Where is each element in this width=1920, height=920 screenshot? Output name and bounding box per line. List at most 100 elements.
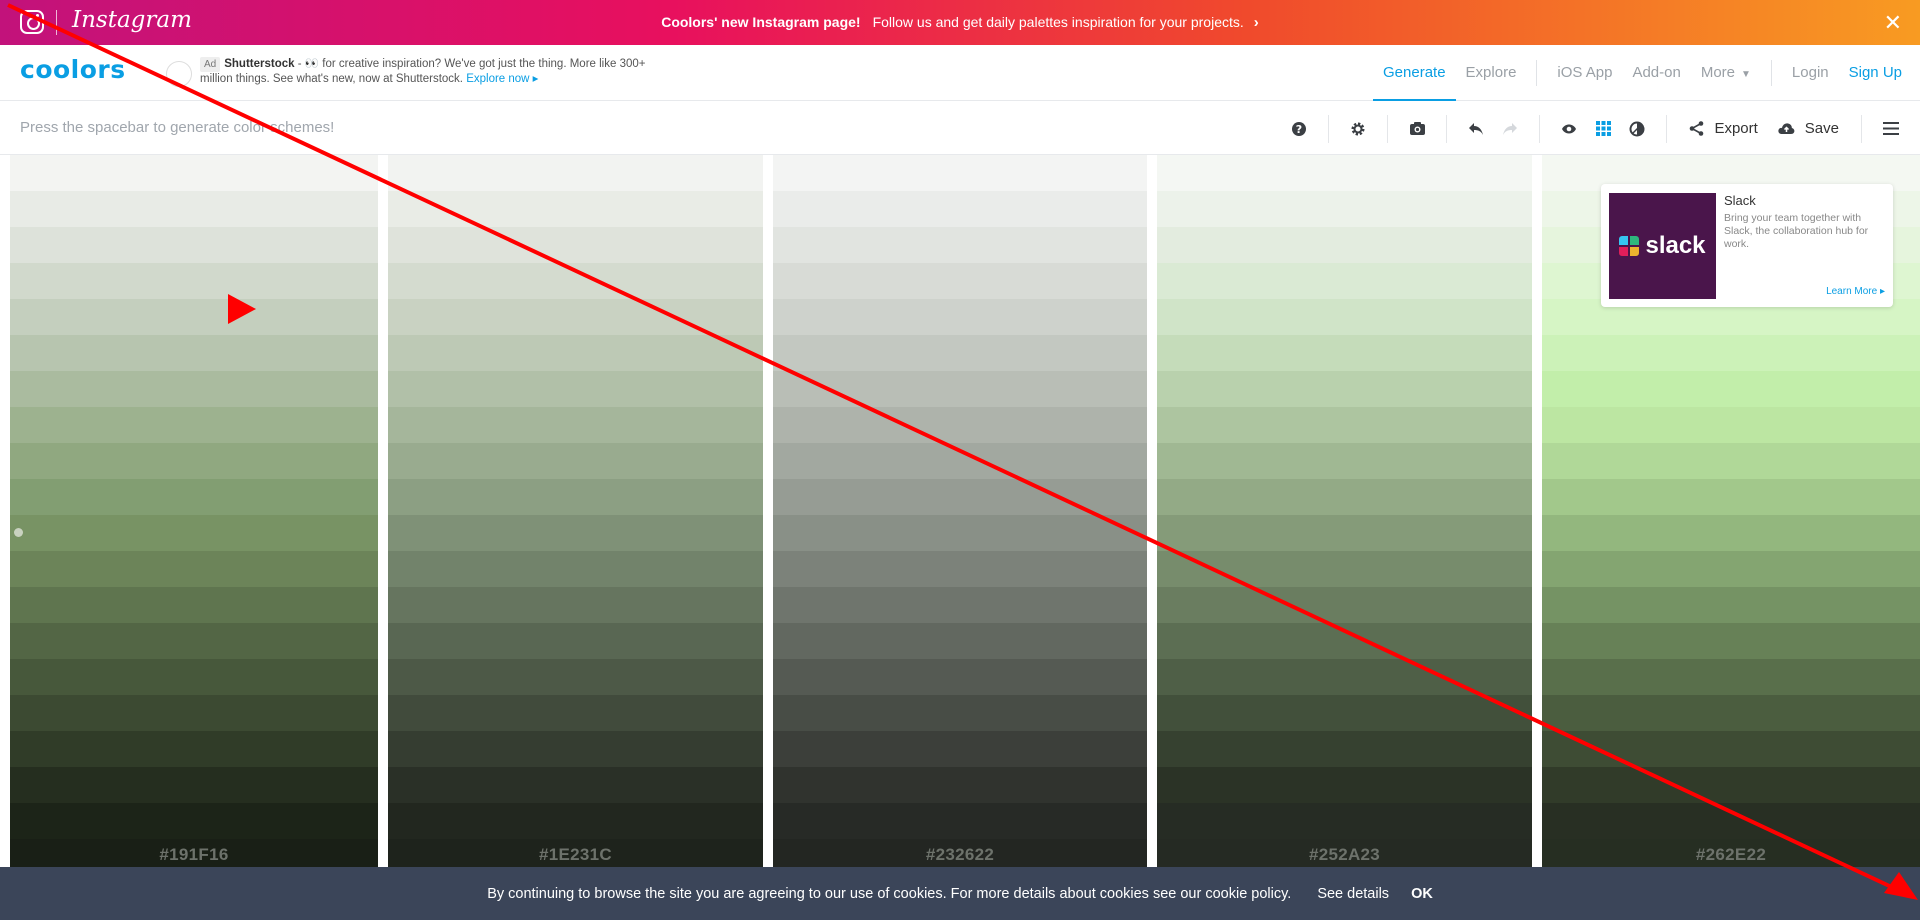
hex-code[interactable]: #232622: [925, 845, 995, 864]
shade-swatch[interactable]: [388, 155, 763, 191]
shade-swatch[interactable]: [1542, 731, 1920, 767]
shade-swatch[interactable]: [388, 371, 763, 407]
shade-swatch[interactable]: [1157, 515, 1532, 551]
shade-swatch[interactable]: [10, 371, 378, 407]
nav-signup[interactable]: Sign Up: [1848, 64, 1902, 81]
shade-swatch[interactable]: [10, 407, 378, 443]
shade-swatch[interactable]: [388, 407, 763, 443]
shade-swatch[interactable]: [773, 155, 1147, 191]
shade-swatch[interactable]: [10, 659, 378, 695]
shade-swatch[interactable]: [388, 443, 763, 479]
shade-swatch[interactable]: [1157, 335, 1532, 371]
shade-swatch[interactable]: [1157, 443, 1532, 479]
shade-swatch[interactable]: [10, 695, 378, 731]
hex-code[interactable]: #252A23: [1308, 845, 1381, 864]
shade-swatch[interactable]: [1157, 695, 1532, 731]
shade-swatch[interactable]: [1542, 803, 1920, 839]
shade-swatch[interactable]: [1157, 551, 1532, 587]
shade-swatch[interactable]: [773, 659, 1147, 695]
shade-swatch[interactable]: [10, 731, 378, 767]
shade-swatch[interactable]: [1157, 479, 1532, 515]
hex-code[interactable]: #262E22: [1695, 845, 1767, 864]
shade-swatch[interactable]: [1157, 227, 1532, 263]
see-details-link[interactable]: See details: [1317, 885, 1390, 902]
shade-swatch[interactable]: [1542, 551, 1920, 587]
eye-icon[interactable]: [1554, 114, 1584, 144]
shade-swatch[interactable]: [1542, 479, 1920, 515]
shade-swatch[interactable]: [10, 479, 378, 515]
slack-learn-more-link[interactable]: Learn More ▸: [1826, 286, 1885, 297]
shade-swatch[interactable]: [773, 191, 1147, 227]
shade-swatch[interactable]: [773, 587, 1147, 623]
help-icon[interactable]: ?: [1284, 114, 1314, 144]
camera-icon[interactable]: [1402, 114, 1432, 144]
cookie-ok-button[interactable]: OK: [1411, 885, 1433, 902]
shade-swatch[interactable]: [1542, 659, 1920, 695]
menu-icon[interactable]: [1876, 114, 1906, 144]
color-column[interactable]: #191F16: [10, 155, 378, 867]
shade-swatch[interactable]: [10, 803, 378, 839]
shade-swatch[interactable]: [1542, 695, 1920, 731]
shade-swatch[interactable]: [10, 191, 378, 227]
shade-swatch[interactable]: [1542, 371, 1920, 407]
shade-swatch[interactable]: [1542, 335, 1920, 371]
shade-swatch[interactable]: [388, 515, 763, 551]
slack-logo[interactable]: slack: [1609, 193, 1716, 299]
shade-swatch[interactable]: [1542, 587, 1920, 623]
gear-icon[interactable]: [1343, 114, 1373, 144]
shade-swatch[interactable]: [388, 587, 763, 623]
shade-swatch[interactable]: [10, 767, 378, 803]
shade-swatch[interactable]: [773, 443, 1147, 479]
nav-ios-app[interactable]: iOS App: [1557, 64, 1613, 81]
shade-swatch[interactable]: [1157, 155, 1532, 191]
shade-swatch[interactable]: [10, 299, 378, 335]
shade-swatch[interactable]: [1542, 515, 1920, 551]
shade-swatch[interactable]: [10, 623, 378, 659]
shade-swatch[interactable]: [1542, 443, 1920, 479]
shade-swatch[interactable]: [10, 587, 378, 623]
shade-swatch[interactable]: [773, 227, 1147, 263]
shade-swatch[interactable]: [773, 371, 1147, 407]
shade-swatch[interactable]: [1157, 623, 1532, 659]
shade-swatch[interactable]: [773, 515, 1147, 551]
shade-swatch[interactable]: [773, 479, 1147, 515]
hex-code[interactable]: #191F16: [159, 845, 229, 864]
ad-explore-link[interactable]: Explore now ▸: [466, 73, 539, 85]
shade-swatch[interactable]: [1542, 623, 1920, 659]
nav-more[interactable]: More ▼: [1691, 45, 1761, 101]
shade-swatch[interactable]: [388, 227, 763, 263]
shade-swatch[interactable]: [10, 515, 378, 551]
shade-swatch[interactable]: [388, 191, 763, 227]
shade-swatch[interactable]: [388, 803, 763, 839]
shade-swatch[interactable]: [1157, 299, 1532, 335]
shade-swatch[interactable]: [1157, 407, 1532, 443]
shade-swatch[interactable]: [1157, 767, 1532, 803]
shade-swatch[interactable]: [10, 335, 378, 371]
shade-swatch[interactable]: [388, 335, 763, 371]
shade-swatch[interactable]: [773, 731, 1147, 767]
shade-swatch[interactable]: [388, 659, 763, 695]
shade-swatch[interactable]: [10, 227, 378, 263]
shade-swatch[interactable]: [773, 299, 1147, 335]
undo-icon[interactable]: [1461, 114, 1491, 144]
shade-swatch[interactable]: [10, 263, 378, 299]
shade-swatch[interactable]: [388, 263, 763, 299]
shade-swatch[interactable]: [10, 155, 378, 191]
shade-swatch[interactable]: [1157, 659, 1532, 695]
grid-icon[interactable]: [1588, 114, 1618, 144]
save-button[interactable]: Save: [1778, 120, 1839, 137]
shade-swatch[interactable]: [773, 623, 1147, 659]
shade-swatch[interactable]: [1157, 191, 1532, 227]
color-column[interactable]: #232622: [773, 155, 1147, 867]
shade-swatch[interactable]: [388, 623, 763, 659]
shade-swatch[interactable]: [773, 767, 1147, 803]
shade-swatch[interactable]: [773, 263, 1147, 299]
shade-swatch[interactable]: [1157, 587, 1532, 623]
shade-swatch[interactable]: [1542, 407, 1920, 443]
close-icon[interactable]: ✕: [1883, 10, 1902, 35]
slack-ad-card[interactable]: slack Slack Bring your team together wit…: [1601, 184, 1893, 307]
nav-explore[interactable]: Explore: [1465, 64, 1517, 81]
shade-swatch[interactable]: [1157, 731, 1532, 767]
redo-icon[interactable]: [1495, 114, 1525, 144]
shade-swatch[interactable]: [773, 335, 1147, 371]
